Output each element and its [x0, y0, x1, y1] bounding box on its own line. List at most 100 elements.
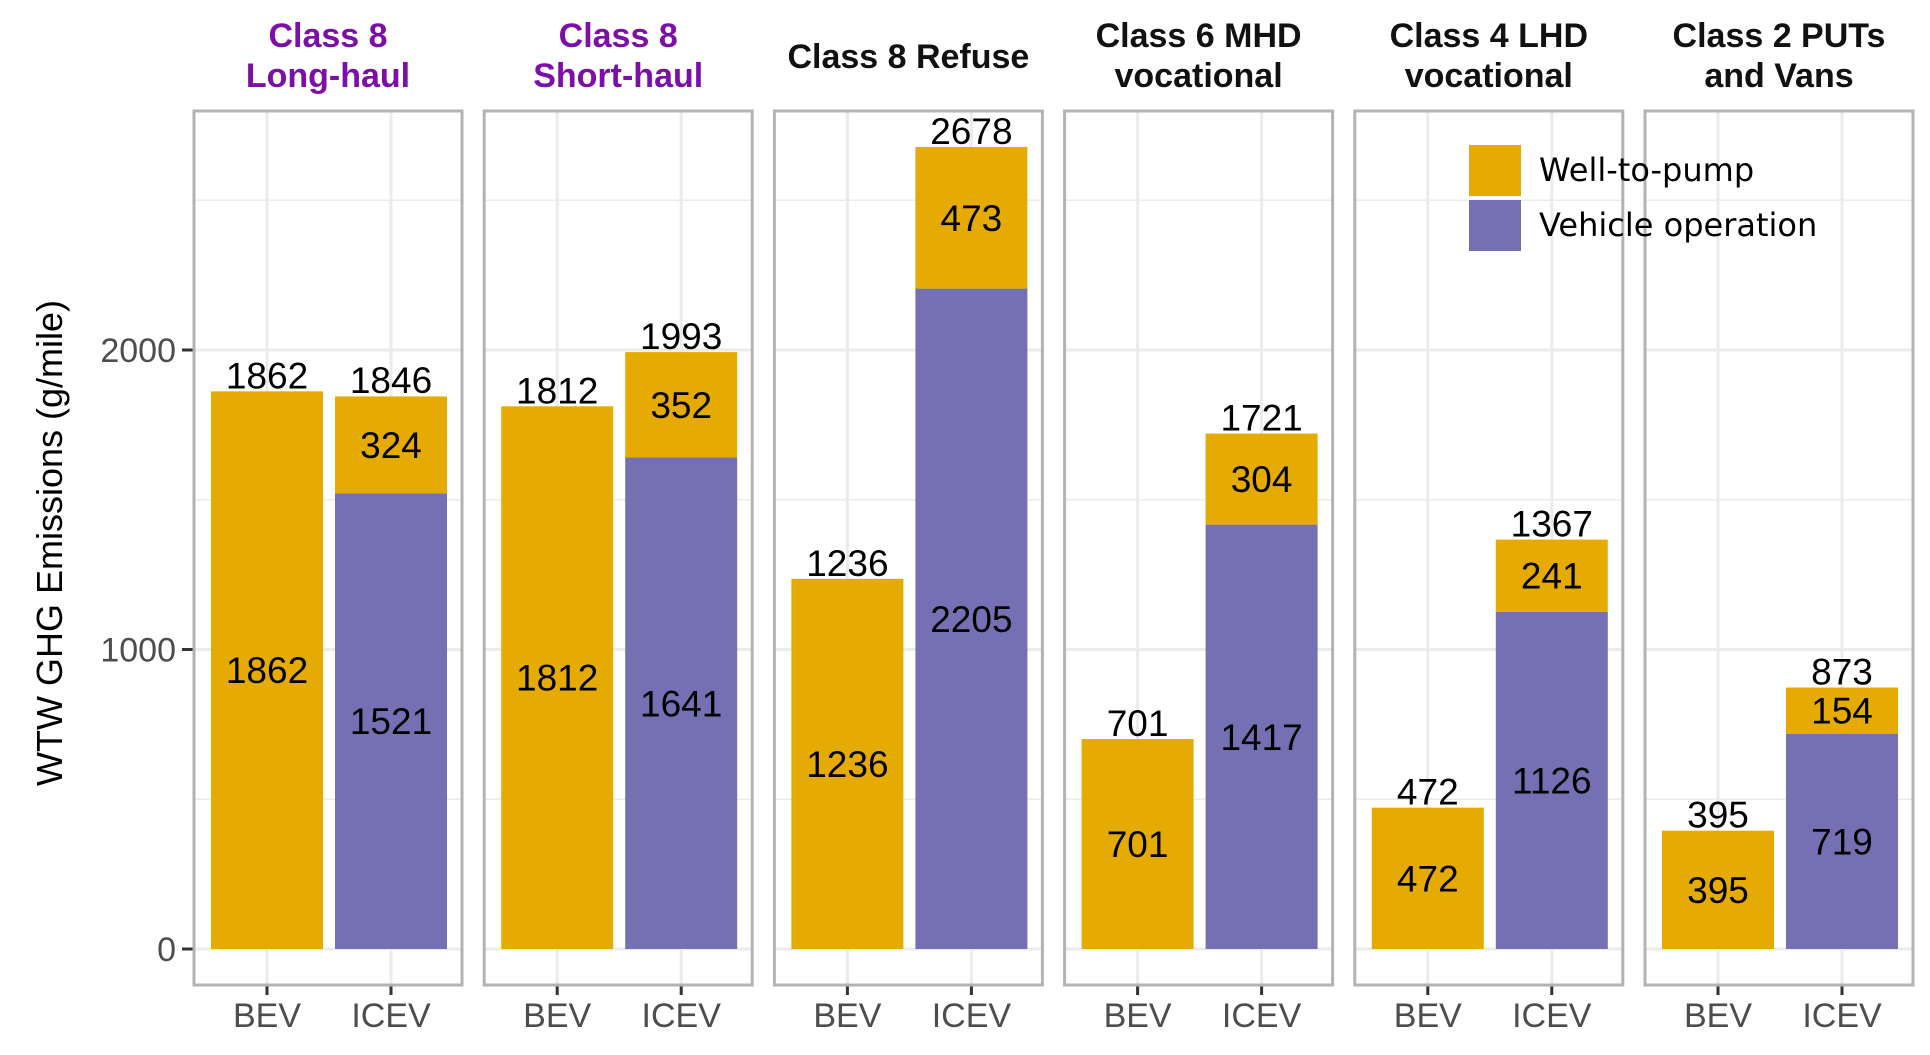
x-tick-label: ICEV	[642, 997, 722, 1035]
bar-segment-well-to-pump	[1495, 539, 1608, 612]
bar-icev: 1521 324 1846	[335, 360, 447, 949]
panel-border	[1353, 109, 1625, 987]
bar-segment-well-to-pump	[625, 352, 738, 458]
segment-value-label: 324	[360, 425, 422, 466]
bar-total-label: 395	[1687, 795, 1749, 836]
bar-segment-vehicle-operation	[335, 493, 447, 949]
facet-title: vocational	[1115, 57, 1283, 95]
panel-border	[772, 109, 1044, 987]
segment-value-label: 719	[1811, 821, 1873, 862]
segment-value-label: 473	[941, 198, 1003, 239]
facet-class-8-refuse: Class 8 Refuse 1236 1236 BEV 2205 473 2678 ICEV	[772, 38, 1044, 1035]
facet-title: Class 6 MHD	[1096, 17, 1302, 55]
bar-segment-well-to-pump	[335, 396, 447, 494]
segment-value-label: 472	[1397, 858, 1459, 899]
segment-value-label: 241	[1521, 556, 1583, 597]
facet-title: Class 2 PUTs	[1673, 17, 1886, 55]
x-tick-label: BEV	[1684, 997, 1752, 1035]
bar-segment-well-to-pump	[1205, 433, 1318, 525]
bar-segment-vehicle-operation	[915, 288, 1028, 949]
legend: Well-to-pump Vehicle operation	[1469, 145, 1817, 251]
bar-total-label: 1846	[350, 360, 432, 401]
segment-value-label: 1862	[226, 650, 308, 691]
x-tick-label: ICEV	[1222, 997, 1302, 1035]
x-tick-label: ICEV	[1802, 997, 1882, 1035]
facet-title: Class 8	[559, 17, 678, 55]
facet-title: vocational	[1405, 57, 1573, 95]
legend-key-vehicle-operation	[1469, 200, 1521, 251]
facet-title: Class 8	[268, 17, 387, 55]
y-tick-label: 0	[157, 931, 176, 969]
facet-title: Class 8 Refuse	[787, 38, 1029, 76]
bar-total-label: 1236	[806, 543, 888, 584]
bar-bev: 395 395	[1662, 795, 1774, 949]
segment-value-label: 395	[1687, 870, 1749, 911]
bar-icev: 2205 473 2678	[915, 111, 1028, 949]
segment-value-label: 1236	[806, 744, 888, 785]
legend-label-well-to-pump: Well-to-pump	[1539, 151, 1754, 189]
y-tick-label: 1000	[100, 632, 176, 670]
facet-title: and Vans	[1704, 57, 1853, 95]
panel-border	[1063, 109, 1335, 987]
bar-bev: 472 472	[1371, 772, 1484, 949]
bar-segment-well-to-pump	[1662, 830, 1774, 949]
bar-segment-vehicle-operation	[1205, 524, 1318, 949]
bar-segment-well-to-pump	[791, 578, 904, 949]
segment-value-label: 701	[1107, 824, 1169, 865]
x-tick-label: BEV	[523, 997, 591, 1035]
x-tick-label: ICEV	[1512, 997, 1592, 1035]
segment-value-label: 1126	[1512, 760, 1592, 801]
y-tick-label: 2000	[100, 332, 176, 370]
panel-border	[192, 109, 464, 987]
bar-segment-vehicle-operation	[1495, 611, 1608, 949]
bar-total-label: 1862	[226, 355, 308, 396]
x-tick-label: ICEV	[932, 997, 1012, 1035]
bar-segment-vehicle-operation	[1786, 733, 1898, 949]
bar-segment-vehicle-operation	[625, 457, 738, 949]
bar-bev: 1862 1862	[211, 355, 323, 949]
bar-total-label: 873	[1811, 652, 1873, 693]
bar-total-label: 1812	[516, 370, 598, 411]
facet-title: Long-haul	[246, 57, 410, 95]
panel-border	[482, 109, 754, 987]
x-tick-label: BEV	[233, 997, 301, 1035]
bar-segment-well-to-pump	[1371, 807, 1484, 949]
bar-total-label: 472	[1397, 772, 1459, 813]
bar-total-label: 1367	[1511, 504, 1593, 545]
segment-value-label: 1417	[1220, 717, 1302, 758]
bar-segment-well-to-pump	[211, 391, 323, 949]
bar-icev: 1126 241 1367	[1495, 504, 1608, 949]
x-tick-label: BEV	[1104, 997, 1172, 1035]
segment-value-label: 1521	[350, 701, 432, 742]
segment-value-label: 1641	[640, 683, 722, 724]
segment-value-label: 304	[1231, 459, 1293, 500]
segment-value-label: 154	[1811, 691, 1873, 732]
y-axis-title: WTW GHG Emissions (g/mile)	[29, 300, 70, 786]
segment-value-label: 2205	[930, 599, 1012, 640]
bar-total-label: 701	[1107, 703, 1169, 744]
x-tick-label: BEV	[813, 997, 881, 1035]
bar-segment-well-to-pump	[915, 146, 1028, 289]
bar-segment-well-to-pump	[1081, 739, 1194, 949]
facet-title: Class 4 LHD	[1390, 17, 1588, 55]
facet-panels: Class 8Long-haul18621862BEV15213241846IC…	[192, 17, 1915, 1035]
x-tick-label: BEV	[1394, 997, 1462, 1035]
legend-key-well-to-pump	[1469, 145, 1521, 196]
bar-total-label: 1721	[1220, 398, 1302, 439]
segment-value-label: 1812	[516, 658, 598, 699]
x-tick-label: ICEV	[351, 997, 431, 1035]
bar-icev: 1417 304 1721	[1205, 398, 1318, 949]
segment-value-label: 352	[650, 385, 712, 426]
bar-icev: 1641 352 1993	[625, 316, 738, 949]
bar-segment-well-to-pump	[1786, 687, 1898, 734]
legend-label-vehicle-operation: Vehicle operation	[1539, 206, 1817, 244]
bar-bev: 1812 1812	[501, 370, 614, 949]
bar-bev: 1236 1236	[791, 543, 904, 949]
y-axis: 0 1000 2000	[100, 332, 194, 969]
